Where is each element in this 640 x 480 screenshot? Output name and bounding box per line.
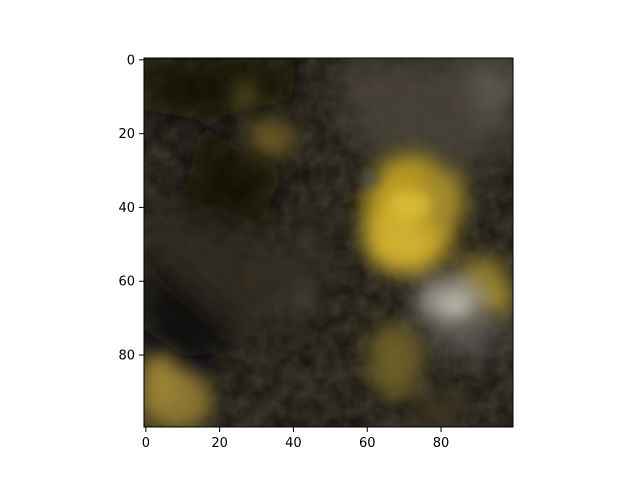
- y-tick-label: 60: [118, 275, 135, 290]
- x-tick-label: 40: [285, 436, 302, 451]
- y-tick-label: 20: [118, 127, 135, 142]
- x-axis: 0 20 40 60 80: [142, 427, 450, 451]
- x-tick-label: 80: [433, 436, 450, 451]
- y-tick-label: 40: [118, 201, 135, 216]
- y-tick-label: 80: [118, 349, 135, 364]
- plot-frame: [143, 57, 514, 428]
- x-tick-label: 20: [211, 436, 228, 451]
- x-tick-label: 0: [142, 436, 150, 451]
- plot-image: [144, 58, 513, 427]
- y-tick-label: 0: [127, 53, 135, 68]
- y-axis: 0 20 40 60 80: [118, 53, 144, 364]
- x-tick-label: 60: [359, 436, 376, 451]
